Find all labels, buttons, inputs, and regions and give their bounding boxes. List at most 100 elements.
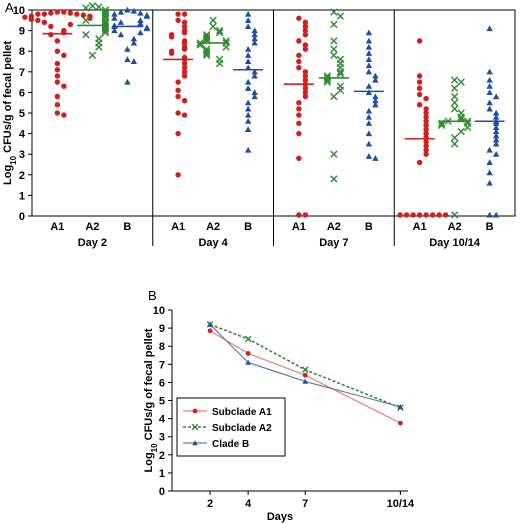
panel-a-point-a2 [330, 20, 338, 29]
panel-a-point-a1 [423, 139, 429, 145]
panel-a-point-a1 [302, 73, 309, 79]
panel-a-point-a1 [181, 73, 188, 79]
panel-a-point-b [251, 35, 258, 42]
panel-b-x-axis-title: Days [267, 511, 293, 523]
panel-a-point-a1 [296, 99, 302, 106]
panel-a-point-a1 [54, 110, 61, 116]
panel-a-point-a1 [436, 212, 442, 218]
panel-b-y-tick-label: 7 [159, 359, 165, 371]
panel-b-y-tick-label: 2 [159, 450, 165, 462]
panel-a-point-b [486, 68, 493, 75]
panel-a-point-a2 [336, 86, 345, 95]
panel-a-point-a1 [67, 21, 74, 28]
panel-a-point-a1 [175, 93, 181, 100]
panel-b: B Log10 CFUs/g of fecal pellet Days 0 1 2 3… [143, 288, 415, 523]
panel-a-point-b [251, 39, 258, 46]
panel-a-point-b [143, 12, 151, 19]
panel-a-point-a1 [181, 40, 188, 46]
panel-a-subgroup-label: A2 [327, 221, 341, 233]
panel-a-point-b [492, 151, 500, 157]
panel-a-point-a2 [330, 150, 338, 158]
panel-a-point-a1 [48, 10, 54, 16]
panel-a-point-a1 [74, 11, 80, 17]
panel-a-point-a2 [101, 28, 110, 37]
panel-a-point-b [244, 118, 252, 124]
panel-b-axes: 0 1 2 3 4 5 6 7 8 9 10 2 4 7 10/14 [153, 305, 415, 510]
panel-b-y-tick-label: 6 [159, 377, 165, 389]
panel-a-point-b [251, 31, 258, 38]
panel-a-point-a2 [82, 4, 90, 12]
panel-b-point-b [207, 321, 213, 327]
panel-a-y-tick-label: 0 [19, 211, 25, 223]
panel-a-point-a1 [442, 212, 449, 218]
panel-a-point-a1 [67, 10, 74, 16]
panel-a-point-a1 [302, 93, 309, 100]
panel-a-point-a2 [450, 84, 459, 92]
panel-a-day-label: Day 7 [319, 237, 348, 249]
panel-b-y-tick-label: 0 [159, 486, 165, 498]
panel-a-point-a2 [450, 211, 459, 219]
panel-a-point-a2 [95, 3, 103, 11]
panel-b-point-b [397, 404, 404, 410]
panel-a-point-a2 [330, 8, 338, 16]
panel-a-point-b [492, 132, 500, 139]
panel-a-point-b [365, 62, 373, 69]
panel-a-point-b [492, 124, 500, 130]
panel-a-point-b [244, 85, 252, 91]
panel-a-point-b [492, 211, 500, 218]
panel-a-point-b [492, 109, 500, 116]
panel-a-point-a1 [423, 106, 429, 112]
panel-a-point-a1 [54, 93, 61, 100]
panel-a-day-label: Day 10/14 [429, 237, 481, 249]
panel-a-point-b [372, 93, 379, 100]
panel-a-point-a2 [450, 134, 459, 142]
panel-a-point-a1 [403, 212, 410, 218]
panel-a-point-a1 [61, 112, 67, 118]
panel-a-point-a1 [181, 69, 188, 75]
panel-a-point-b [365, 43, 373, 50]
panel-a-point-a1 [296, 64, 302, 71]
panel-a-point-a2 [336, 12, 345, 20]
panel-a-point-b [492, 128, 500, 135]
panel-a-point-a1 [61, 83, 67, 89]
panel-a-point-a1 [302, 69, 309, 75]
panel-b-marks [206, 321, 404, 426]
panel-b-point-a1 [302, 372, 308, 378]
panel-a-point-b [130, 58, 138, 65]
panel-a-point-b [137, 17, 144, 23]
panel-a-point-b [130, 35, 138, 42]
panel-a-point-a2 [457, 127, 465, 136]
panel-a-y-tick-label: 5 [19, 108, 25, 120]
panel-a-point-b [365, 29, 373, 36]
panel-a-point-b [111, 15, 118, 21]
panel-a-point-b [365, 56, 373, 62]
panel-b-legend-marker-a1 [192, 408, 198, 414]
panel-a-point-b [244, 58, 252, 65]
panel-a-point-b [137, 29, 144, 36]
panel-a-point-a2 [95, 43, 103, 51]
panel-a-point-a2 [88, 2, 97, 10]
panel-a-point-b [124, 45, 131, 52]
panel-a-point-a1 [416, 102, 423, 108]
panel-a-point-b [492, 93, 500, 100]
panel-a-point-b [111, 27, 118, 34]
panel-a-point-a1 [302, 85, 309, 91]
panel-a-point-a1 [423, 143, 429, 149]
panel-a-point-b [117, 19, 125, 25]
panel-a-point-b [244, 10, 252, 17]
panel-a-point-a1 [54, 79, 61, 85]
panel-b-x-tick-label: 2 [207, 498, 213, 510]
panel-a-point-b [365, 37, 373, 44]
panel-a-point-a2 [222, 43, 230, 51]
panel-a-point-a1 [175, 110, 181, 116]
panel-a-subgroup-label: A2 [85, 221, 99, 233]
panel-a-point-a1 [296, 112, 302, 118]
panel-a-point-a2 [323, 78, 332, 86]
panel-a-y-tick-label: 3 [19, 149, 25, 161]
panel-a-point-b [117, 8, 125, 15]
panel-a-point-b [124, 78, 131, 85]
panel-a-point-b [486, 83, 493, 89]
panel-a-point-a1 [423, 110, 429, 116]
panel-a-point-a1 [423, 130, 429, 137]
panel-a-point-a1 [302, 19, 309, 26]
